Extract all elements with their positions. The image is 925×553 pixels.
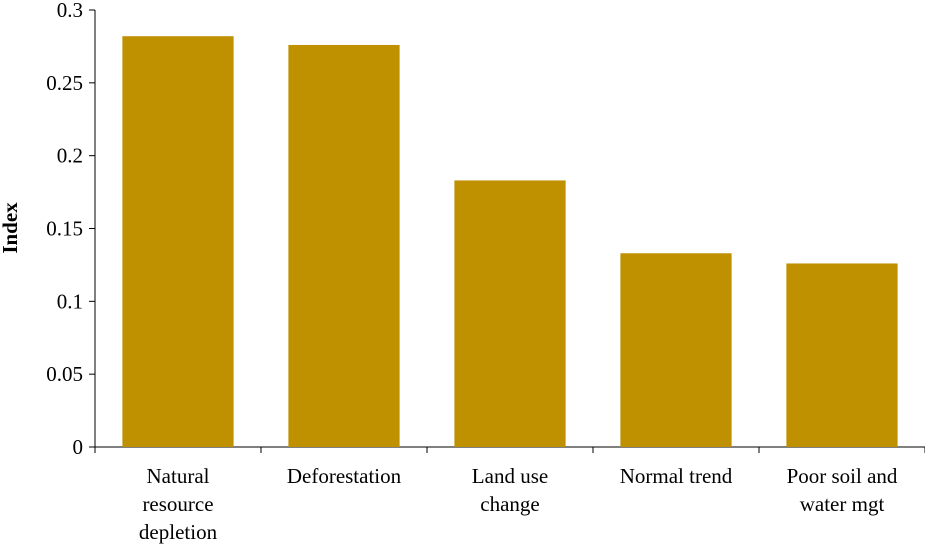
bars [122,36,898,448]
y-tick-label: 0.2 [57,144,83,168]
y-tick-label: 0.15 [46,217,83,241]
bar [122,36,234,447]
y-tick-label: 0.05 [46,362,83,386]
x-category-label-line: change [480,492,539,516]
x-category-label-line: Poor soil and [787,464,898,488]
x-category-label: Poor soil and water mgt [787,464,898,516]
x-category-label-line: Normal trend [620,464,733,488]
bar [288,44,400,448]
labels: 0 0.05 0.1 0.15 0.2 0.25 0.3 Natural resource dep… [46,0,898,544]
x-category-label-line: resource [142,492,213,516]
y-tick-label: 0 [73,435,84,459]
x-category-label-line: depletion [139,520,218,544]
y-axis-title: Index [0,202,22,254]
y-tick-label: 0.3 [57,0,83,22]
bar [454,180,566,447]
x-category-label-line: Natural [147,464,210,488]
x-category-label: Normal trend [620,464,733,488]
bar [786,263,898,447]
x-category-label: Deforestation [287,464,402,488]
x-category-label-line: Land use [472,464,548,488]
bar [620,253,732,447]
x-category-label: Land use change [472,464,548,516]
x-category-label-line: Deforestation [287,464,402,488]
x-category-label-line: water mgt [800,492,885,516]
y-tick-label: 0.25 [46,71,83,95]
x-category-label: Natural resource depletion [139,464,218,544]
y-tick-label: 0.1 [57,289,83,313]
